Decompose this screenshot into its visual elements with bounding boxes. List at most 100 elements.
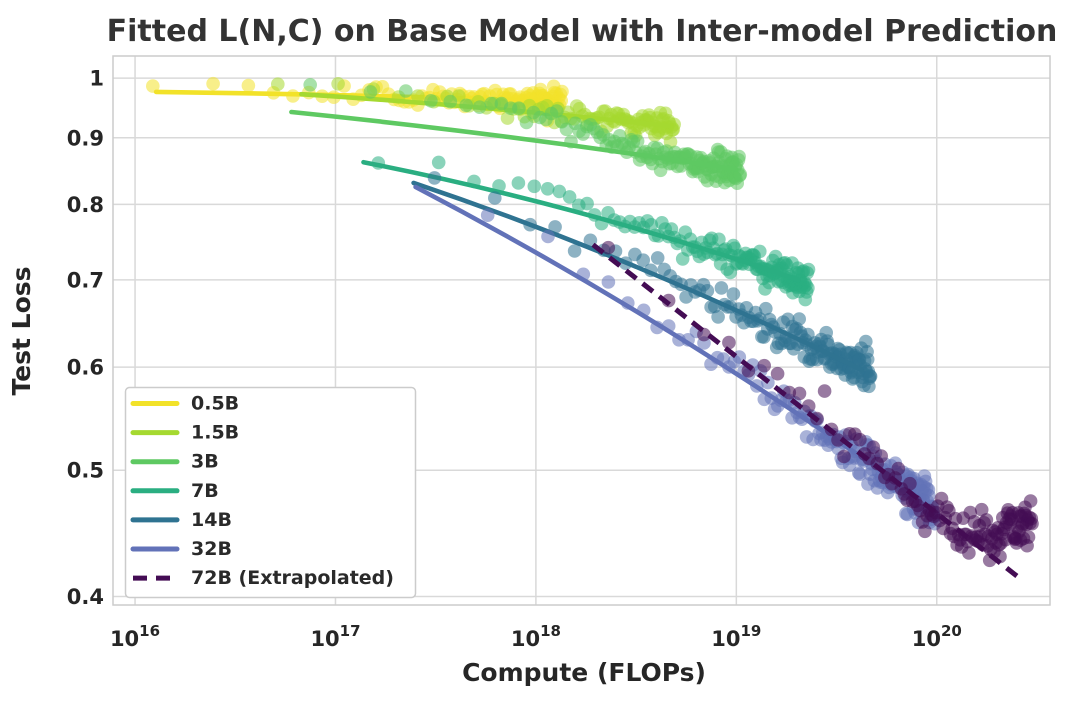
scatter-point bbox=[711, 310, 725, 324]
x-tick-label: 1020 bbox=[912, 622, 962, 651]
scatter-point bbox=[399, 84, 413, 98]
scatter-point bbox=[979, 513, 994, 527]
scatter-point bbox=[459, 98, 474, 113]
scatter-point bbox=[480, 208, 495, 222]
scatter-point bbox=[714, 281, 729, 295]
series-3B-fit-line bbox=[289, 109, 739, 172]
y-axis-label: Test Loss bbox=[7, 266, 36, 395]
series-32B-fit-line bbox=[413, 184, 924, 502]
scatter-point bbox=[562, 190, 577, 204]
scatter-point bbox=[601, 240, 616, 255]
series-72B (Extrapolated)-fit-line bbox=[591, 242, 1022, 581]
scatter-point bbox=[782, 385, 797, 400]
scatter-point bbox=[484, 96, 499, 111]
scatter-point bbox=[472, 100, 487, 114]
scatter-point bbox=[1025, 516, 1039, 531]
scatter-point bbox=[726, 287, 741, 301]
scatter-point bbox=[801, 399, 816, 413]
scatter-point bbox=[831, 433, 845, 447]
scatter-point bbox=[271, 77, 285, 91]
scatter-point bbox=[411, 89, 425, 103]
scatter-point bbox=[511, 176, 526, 190]
legend-label: 1.5B bbox=[191, 422, 239, 444]
legend: 0.5B 1.5B 3B 7B 14B 32B 72B (Extrapolated) bbox=[124, 386, 417, 599]
y-tick-label: 0.6 bbox=[67, 356, 104, 380]
y-tick-label: 0.8 bbox=[67, 193, 104, 217]
scatter-point bbox=[962, 546, 976, 560]
scatter-point bbox=[1021, 530, 1036, 544]
scatter-point bbox=[601, 275, 616, 289]
scatter-point bbox=[146, 79, 160, 93]
x-tick-label: 1019 bbox=[711, 622, 761, 651]
legend-label: 32B bbox=[191, 538, 232, 560]
scatter-point bbox=[759, 301, 773, 316]
scatter-point bbox=[650, 251, 665, 265]
scatter-point bbox=[636, 253, 650, 267]
scatter-point bbox=[792, 386, 807, 401]
scatter-point bbox=[1023, 494, 1038, 508]
scatter-point bbox=[427, 171, 442, 185]
legend-item-7B: 7B bbox=[130, 480, 219, 502]
plot-border bbox=[112, 55, 1051, 606]
scatter-point bbox=[541, 229, 555, 244]
scatter-point bbox=[331, 77, 345, 91]
legend-item-0.5B: 0.5B bbox=[130, 393, 239, 415]
y-tick-label: 0.4 bbox=[67, 585, 104, 609]
series-72B (Extrapolated)-scatter bbox=[601, 240, 1039, 568]
scatter-point bbox=[555, 84, 569, 99]
scatter-point bbox=[732, 149, 746, 164]
legend-label: 7B bbox=[191, 480, 219, 502]
scatter-point bbox=[630, 134, 645, 148]
scatter-point bbox=[922, 488, 936, 503]
y-tick-label: 1 bbox=[89, 67, 104, 91]
scatter-point bbox=[567, 244, 582, 258]
legend-item-14B: 14B bbox=[130, 509, 232, 531]
scatter-point bbox=[552, 184, 567, 199]
y-tick-label: 0.9 bbox=[67, 126, 104, 150]
legend-label: 72B (Extrapolated) bbox=[191, 567, 394, 589]
scatter-point bbox=[540, 182, 555, 196]
series-14B-fit-line bbox=[411, 180, 864, 373]
scatter-point bbox=[853, 432, 867, 447]
legend-label: 3B bbox=[191, 451, 219, 473]
scatter-point bbox=[241, 78, 256, 93]
scatter-point bbox=[792, 312, 806, 326]
scatter-point bbox=[891, 461, 906, 476]
scatter-point bbox=[974, 502, 989, 517]
legend-item-72B (Extrapolated): 72B (Extrapolated) bbox=[133, 567, 394, 589]
scatter-point bbox=[801, 281, 815, 295]
scatter-point bbox=[488, 191, 502, 205]
x-tick-label: 1017 bbox=[310, 622, 360, 651]
scatter-point bbox=[757, 358, 771, 373]
y-tick-label: 0.7 bbox=[67, 268, 104, 292]
scatter-point bbox=[527, 179, 542, 194]
scatter-point bbox=[853, 467, 867, 482]
scatter-point bbox=[903, 476, 917, 491]
scatter-point bbox=[722, 335, 736, 350]
scatter-point bbox=[860, 352, 875, 367]
scatter-point bbox=[874, 449, 888, 463]
scatter-point bbox=[863, 369, 878, 384]
scatter-point bbox=[644, 218, 659, 232]
legend-label: 0.5B bbox=[191, 393, 239, 415]
scatter-point bbox=[712, 232, 726, 247]
legend-item-3B: 3B bbox=[130, 451, 219, 473]
y-tick-label: 0.5 bbox=[67, 459, 104, 483]
scatter-point bbox=[817, 384, 832, 398]
chart-title: Fitted L(N,C) on Base Model with Inter-m… bbox=[107, 14, 1058, 49]
legend-item-32B: 32B bbox=[130, 538, 232, 560]
scatter-point bbox=[548, 220, 562, 234]
scatter-point bbox=[303, 78, 318, 92]
scatter-point bbox=[512, 101, 526, 115]
x-tick-label: 1016 bbox=[110, 622, 160, 651]
x-axis-label: Compute (FLOPs) bbox=[462, 658, 706, 687]
scatter-point bbox=[866, 440, 881, 455]
legend-label: 14B bbox=[191, 509, 232, 531]
scatter-point bbox=[918, 524, 932, 539]
series-7B-fit-line bbox=[361, 159, 801, 283]
x-tick-label: 1018 bbox=[511, 622, 561, 651]
scatter-point bbox=[550, 104, 564, 118]
scatter-point bbox=[206, 76, 220, 91]
